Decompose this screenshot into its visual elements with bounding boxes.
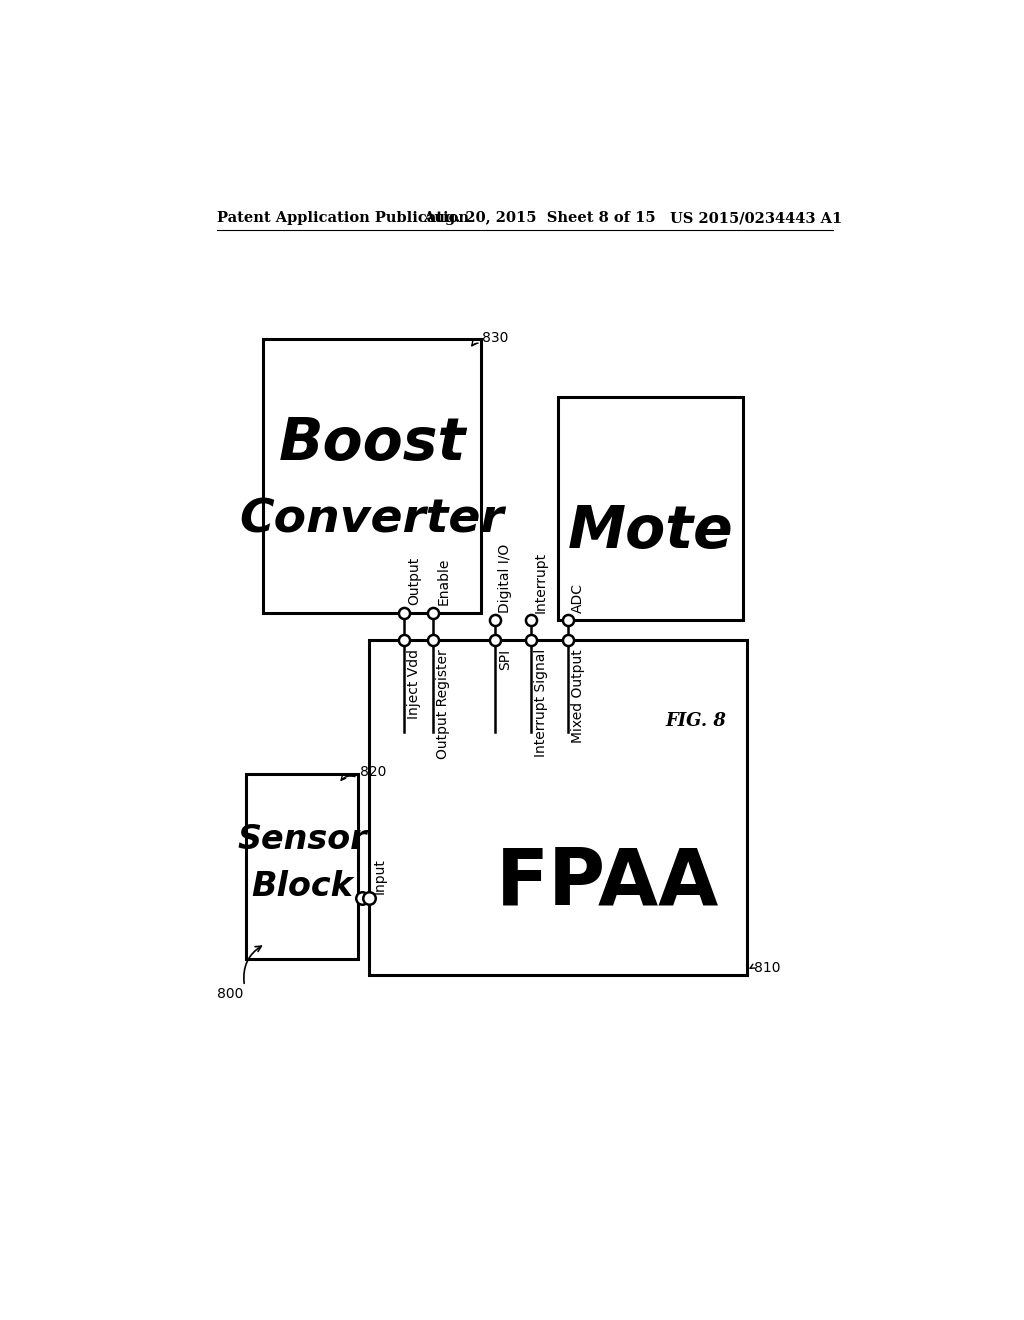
Text: 820: 820 bbox=[360, 766, 386, 779]
Text: Inject Vdd: Inject Vdd bbox=[407, 649, 421, 719]
Text: Input: Input bbox=[373, 858, 387, 894]
Text: Enable: Enable bbox=[436, 557, 451, 605]
Text: Output: Output bbox=[407, 557, 421, 605]
FancyArrowPatch shape bbox=[472, 341, 478, 346]
Text: Mixed Output: Mixed Output bbox=[571, 649, 585, 743]
FancyArrowPatch shape bbox=[244, 946, 261, 983]
Text: Output Register: Output Register bbox=[436, 649, 451, 759]
Text: Patent Application Publication: Patent Application Publication bbox=[217, 211, 469, 226]
FancyArrowPatch shape bbox=[341, 775, 355, 780]
Text: 800: 800 bbox=[217, 987, 244, 1001]
Text: FIG. 8: FIG. 8 bbox=[666, 711, 727, 730]
FancyArrowPatch shape bbox=[750, 964, 755, 969]
Text: Interrupt Signal: Interrupt Signal bbox=[535, 649, 548, 758]
Bar bbox=[558, 397, 742, 620]
Bar bbox=[263, 339, 481, 612]
Text: SPI: SPI bbox=[498, 649, 512, 671]
Bar bbox=[370, 640, 746, 974]
Bar bbox=[246, 775, 357, 960]
Text: Interrupt: Interrupt bbox=[535, 552, 548, 612]
Text: Mote: Mote bbox=[567, 503, 733, 561]
Text: Boost: Boost bbox=[279, 414, 466, 471]
Text: Converter: Converter bbox=[240, 498, 504, 543]
Text: US 2015/0234443 A1: US 2015/0234443 A1 bbox=[670, 211, 842, 226]
Text: Digital I/O: Digital I/O bbox=[498, 544, 512, 612]
Text: ADC: ADC bbox=[571, 582, 585, 612]
Text: 810: 810 bbox=[755, 961, 780, 975]
Text: FPAA: FPAA bbox=[497, 845, 720, 920]
Text: Aug. 20, 2015  Sheet 8 of 15: Aug. 20, 2015 Sheet 8 of 15 bbox=[423, 211, 655, 226]
Text: Block: Block bbox=[251, 870, 353, 903]
Text: 830: 830 bbox=[481, 331, 508, 345]
Text: Sensor: Sensor bbox=[238, 824, 367, 857]
